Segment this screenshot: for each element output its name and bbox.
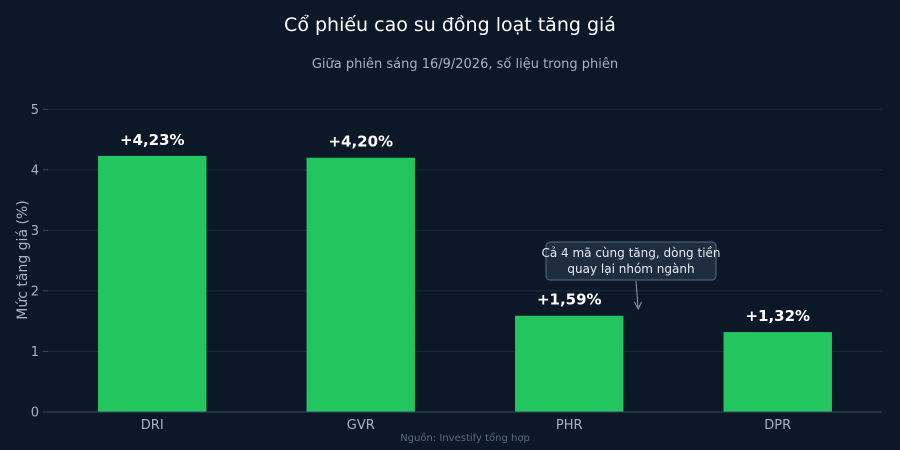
y-axis-label: Mức tăng giá (%) xyxy=(15,200,31,319)
data-label-phr: +1,59% xyxy=(537,291,602,309)
x-tick-label-phr: PHR xyxy=(556,418,583,433)
y-tick-label: 5 xyxy=(31,103,39,118)
annotation-box xyxy=(545,241,717,281)
y-tick-label: 4 xyxy=(31,163,39,178)
annotation-text-line-1: Cả 4 mã cùng tăng, dòng tiền xyxy=(541,246,720,260)
bar-dri xyxy=(98,155,207,412)
data-labels: +4,23% +4,20% +1,59% +1,32% xyxy=(120,131,810,325)
annotation-arrow xyxy=(635,280,639,308)
annotation-arrow-head xyxy=(634,301,642,311)
x-tick-label-gvr: GVR xyxy=(347,418,375,433)
x-tick-label-dri: DRI xyxy=(141,418,164,433)
bar-gvr xyxy=(306,157,415,412)
y-tick-label: 3 xyxy=(31,224,39,239)
y-tick-label: 1 xyxy=(31,345,39,360)
x-tick-labels: DRI GVR PHR DPR xyxy=(141,418,791,433)
chart-subtitle: Giữa phiên sáng 16/9/2026, số liệu trong… xyxy=(312,57,618,72)
annotation-text-line-2: quay lại nhóm ngành xyxy=(567,262,694,276)
source-note: Nguồn: Investify tổng hợp xyxy=(400,431,530,444)
y-tick-label: 0 xyxy=(31,406,39,421)
bars xyxy=(98,155,832,412)
x-tick-label-dpr: DPR xyxy=(764,418,791,433)
data-label-dri: +4,23% xyxy=(120,131,185,149)
chart-title: Cổ phiếu cao su đồng loạt tăng giá xyxy=(284,14,616,36)
data-label-dpr: +1,32% xyxy=(745,307,810,325)
y-tick-labels: 0 1 2 3 4 5 xyxy=(31,103,48,421)
bar-dpr xyxy=(723,332,832,412)
bar-phr xyxy=(515,315,624,412)
data-label-gvr: +4,20% xyxy=(328,133,393,151)
y-tick-label: 2 xyxy=(31,284,39,299)
annotation: Cả 4 mã cùng tăng, dòng tiền quay lại nh… xyxy=(541,241,721,311)
